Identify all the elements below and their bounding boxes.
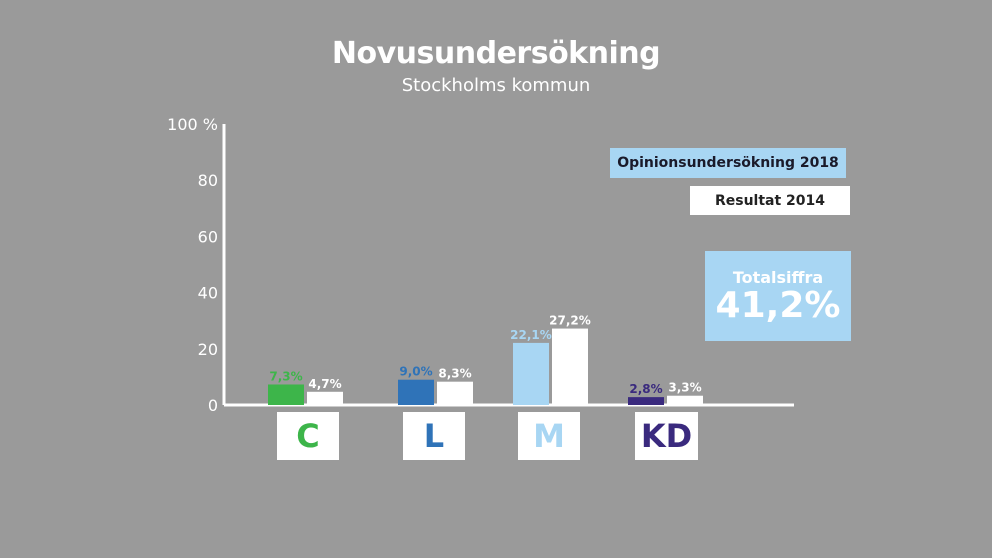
data-label-2014-c: 4,7% bbox=[308, 377, 341, 391]
data-label-2014-l: 8,3% bbox=[438, 367, 471, 381]
y-tick-label: 0 bbox=[208, 396, 218, 415]
party-label-c: C bbox=[277, 412, 339, 460]
data-label-2014-kd: 3,3% bbox=[668, 381, 701, 395]
party-label-m: M bbox=[518, 412, 580, 460]
y-tick-label: 100 % bbox=[167, 115, 218, 134]
bar-2018-c bbox=[268, 384, 304, 405]
y-tick-label: 80 bbox=[198, 171, 218, 190]
legend-poll-2018: Opinionsundersökning 2018 bbox=[610, 148, 846, 178]
bar-2014-c bbox=[307, 391, 343, 405]
bar-2014-m bbox=[552, 328, 588, 405]
data-label-2014-m: 27,2% bbox=[549, 314, 591, 328]
data-label-2018-l: 9,0% bbox=[399, 365, 432, 379]
total-box: Totalsiffra 41,2% bbox=[705, 251, 851, 341]
y-tick-label: 60 bbox=[198, 227, 218, 246]
legend-result-2014: Resultat 2014 bbox=[690, 186, 850, 215]
y-tick-label: 20 bbox=[198, 340, 218, 359]
bar-2018-kd bbox=[628, 397, 664, 405]
data-label-2018-c: 7,3% bbox=[269, 369, 302, 383]
bar-2018-l bbox=[398, 379, 434, 405]
party-label-l: L bbox=[403, 412, 465, 460]
chart-title: Novusundersökning bbox=[331, 36, 661, 71]
bar-2014-kd bbox=[667, 395, 703, 405]
bar-2014-l bbox=[437, 381, 473, 405]
total-value: 41,2% bbox=[715, 285, 841, 326]
total-label: Totalsiffra bbox=[732, 268, 824, 287]
data-label-2018-kd: 2,8% bbox=[629, 382, 662, 396]
data-label-2018-m: 22,1% bbox=[510, 328, 552, 342]
party-label-kd: KD bbox=[635, 412, 698, 460]
bar-2018-m bbox=[513, 342, 549, 405]
chart-subtitle: Stockholms kommun bbox=[401, 75, 591, 96]
y-tick-label: 40 bbox=[198, 284, 218, 303]
